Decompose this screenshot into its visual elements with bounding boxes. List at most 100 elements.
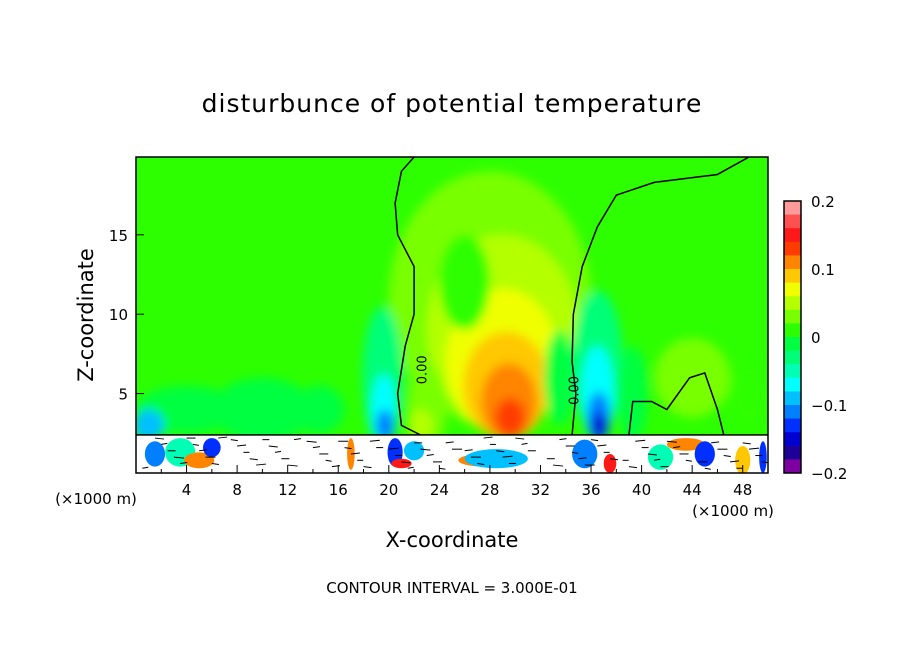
contour-fragment bbox=[325, 459, 332, 462]
contour-fragment bbox=[388, 447, 399, 450]
zero-contour-left bbox=[394, 157, 421, 436]
plot-area: 0.00 0.00 bbox=[136, 157, 768, 473]
colorbar-swatch bbox=[784, 459, 801, 474]
x-tick-label: 8 bbox=[232, 481, 242, 499]
contour-fragment bbox=[363, 466, 372, 469]
colorbar-swatch bbox=[784, 282, 801, 297]
y-axis: 5 10 15 bbox=[109, 227, 144, 404]
colorbar-tick-label: 0.2 bbox=[811, 193, 835, 211]
field-blob bbox=[407, 409, 434, 442]
contour-fragment bbox=[287, 464, 298, 467]
field-blob bbox=[439, 234, 490, 331]
colorbar-swatch bbox=[784, 337, 801, 352]
field-blob bbox=[294, 385, 345, 434]
contour-fragment bbox=[256, 463, 267, 466]
contour-fragment bbox=[306, 440, 317, 443]
contour-fragment bbox=[439, 467, 446, 470]
chart-title: disturbunce of potential temperature bbox=[202, 89, 703, 118]
field-blob bbox=[376, 409, 394, 442]
colorbar-swatch bbox=[784, 418, 801, 433]
contour-fragment bbox=[407, 466, 414, 469]
contour-fragment bbox=[268, 445, 278, 448]
field-blob bbox=[136, 409, 164, 442]
contour-fragment bbox=[761, 461, 768, 464]
contour-fragment bbox=[218, 436, 228, 439]
colorbar-swatch bbox=[784, 364, 801, 379]
contour-fragment bbox=[704, 467, 711, 470]
contour-fragment bbox=[654, 458, 661, 461]
contour-fragment bbox=[635, 439, 646, 442]
colorbar-swatch bbox=[784, 377, 801, 392]
surface-patch bbox=[694, 441, 715, 467]
x-axis-label: X-coordinate bbox=[386, 528, 519, 552]
plot-frame bbox=[135, 156, 769, 474]
contour-fragment bbox=[173, 456, 184, 459]
contour-fragment bbox=[597, 444, 607, 447]
contour-fragment bbox=[483, 436, 493, 439]
zero-contour-right bbox=[571, 157, 750, 435]
contour-fragment bbox=[590, 439, 599, 442]
contour-fragment bbox=[666, 440, 677, 443]
contour-fragment bbox=[578, 457, 587, 460]
x-tick-label: 32 bbox=[531, 481, 550, 499]
contour-fragment bbox=[445, 441, 454, 444]
colorbar-swatch bbox=[784, 228, 801, 243]
contour-fragment bbox=[237, 444, 247, 447]
contour-fragment bbox=[515, 437, 525, 440]
contour-fragment bbox=[401, 461, 411, 464]
surface-patch bbox=[391, 458, 412, 469]
contour-interval-note: CONTOUR INTERVAL = 3.000E-01 bbox=[326, 579, 577, 597]
field-layer bbox=[136, 171, 768, 458]
x-tick-label: 12 bbox=[278, 481, 297, 499]
surface-patch bbox=[572, 439, 598, 469]
x-tick-label: 24 bbox=[430, 481, 449, 499]
x-tick-label: 44 bbox=[683, 481, 702, 499]
surface-patch bbox=[202, 438, 221, 458]
contour-fragment bbox=[142, 466, 149, 469]
contour-fragment bbox=[350, 452, 360, 455]
contour-fragment bbox=[628, 466, 638, 469]
colorbar-frame bbox=[783, 200, 802, 474]
contour-fragment bbox=[521, 442, 528, 445]
contour-fragment bbox=[711, 441, 720, 444]
colorbar-swatch bbox=[784, 309, 801, 324]
contour-fragment bbox=[685, 459, 692, 462]
contour-fragment bbox=[199, 449, 208, 452]
contour-fragment bbox=[748, 447, 760, 450]
colorbar-tick-label: 0 bbox=[811, 329, 821, 347]
zero-contour-hill bbox=[628, 372, 725, 436]
field-blob bbox=[544, 330, 575, 426]
contour-fragment bbox=[230, 439, 238, 442]
y-tick-label: 10 bbox=[109, 306, 128, 324]
colorbar-tick-label: 0.1 bbox=[811, 261, 835, 279]
contour-fragment bbox=[369, 439, 380, 442]
x-tick-label: 16 bbox=[329, 481, 348, 499]
colorbar-swatch bbox=[784, 323, 801, 338]
x-tick-label: 36 bbox=[581, 481, 600, 499]
contour-fragment bbox=[293, 438, 302, 441]
contour-fragment bbox=[312, 446, 321, 449]
colorbar-swatch bbox=[784, 432, 801, 447]
contour-fragment bbox=[502, 455, 513, 458]
contour-fragment bbox=[496, 450, 505, 453]
field-blob bbox=[494, 398, 526, 437]
field-blob bbox=[591, 412, 607, 439]
colorbar-swatch bbox=[784, 214, 801, 229]
x-tick-label: 28 bbox=[480, 481, 499, 499]
surface-patch bbox=[647, 444, 674, 470]
contour-fragment bbox=[571, 451, 579, 454]
surface-patch bbox=[144, 441, 166, 467]
y-tick-label: 15 bbox=[109, 227, 128, 245]
field-blob bbox=[211, 377, 313, 442]
contour-fragment bbox=[161, 442, 168, 445]
surface-patch bbox=[603, 453, 617, 473]
contour-fragment bbox=[180, 461, 188, 464]
colorbar-swatch bbox=[784, 255, 801, 270]
contour-fragment bbox=[426, 454, 434, 457]
contour-fragment bbox=[211, 462, 219, 465]
contour-label: 0.00 bbox=[567, 376, 582, 405]
colorbar-swatch bbox=[784, 296, 801, 311]
colorbar-swatch bbox=[784, 350, 801, 365]
contour-fragment bbox=[553, 464, 564, 467]
